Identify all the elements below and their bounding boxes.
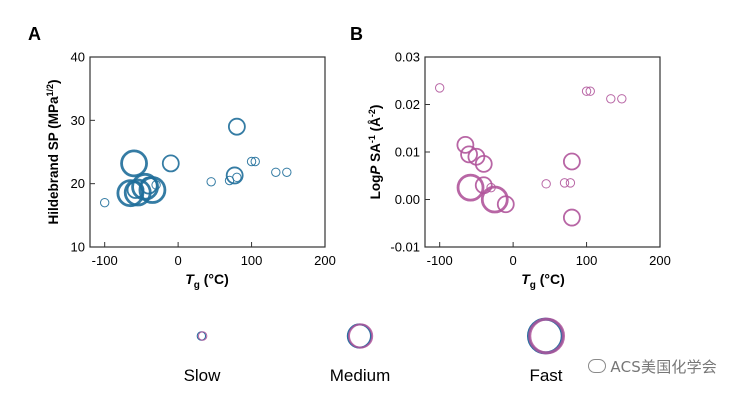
data-point-slow (206, 177, 216, 187)
data-point-medium (496, 195, 515, 214)
watermark-text: ACS美国化学会 (610, 358, 717, 376)
data-point-slow (617, 94, 627, 104)
data-point-medium (126, 181, 145, 199)
data-point-fast (456, 173, 485, 202)
data-point-slow (565, 178, 576, 188)
x-tick-label: 0 (510, 253, 517, 268)
watermark: ACS美国化学会 (588, 356, 717, 377)
x-tick-label: 200 (649, 253, 671, 268)
panel-b: B -100 0 100 200 -0.01 0.00 0.01 0.02 0.03 Tg (°… (350, 24, 671, 291)
panel-a-points (99, 117, 292, 208)
data-point-fast (480, 185, 509, 214)
x-tick-label: -100 (427, 253, 453, 268)
data-point-slow (250, 156, 260, 167)
panel-a-ticks: -100 0 100 200 10 20 30 40 (71, 50, 336, 269)
x-tick-label: 100 (576, 253, 598, 268)
y-tick-label: 0.00 (395, 192, 420, 207)
y-tick-label: -0.01 (390, 240, 420, 255)
legend: Slow Medium Fast (184, 317, 566, 385)
panel-a-label: A (28, 24, 41, 44)
legend-marker-fast-overlay (528, 317, 566, 355)
data-point-medium (456, 135, 475, 154)
panel-b-label: B (350, 24, 363, 44)
data-point-fast (138, 176, 167, 204)
data-point-medium (562, 152, 581, 171)
data-point-slow (581, 86, 592, 96)
y-tick-label: 0.01 (395, 145, 420, 160)
data-point-medium (562, 208, 581, 227)
y-tick-label: 0.03 (395, 50, 420, 65)
x-tick-label: 100 (241, 253, 263, 268)
data-point-slow (151, 180, 161, 190)
panel-a-axes-frame (89, 56, 326, 248)
y-tick-label: 10 (71, 240, 85, 255)
panel-b-points (434, 83, 627, 227)
data-point-slow (585, 86, 595, 96)
panel-b-x-axis-label: Tg (°C) (521, 271, 565, 291)
data-point-medium (227, 117, 246, 136)
data-point-slow (541, 179, 551, 189)
legend-marker-medium-overlay (348, 323, 374, 349)
data-point-slow (559, 178, 570, 188)
wechat-icon (588, 359, 607, 373)
x-tick-label: -100 (92, 253, 118, 268)
data-point-medium (225, 166, 244, 185)
legend-label-fast: Fast (529, 366, 562, 385)
data-point-medium (460, 145, 478, 164)
panel-a-x-axis-label: Tg (°C) (185, 271, 229, 291)
data-point-slow (232, 172, 242, 183)
legend-marker-slow-overlay (197, 331, 208, 341)
data-point-fast (120, 149, 148, 178)
data-point-slow (271, 167, 281, 177)
data-point-slow (606, 94, 616, 104)
legend-label-slow: Slow (184, 366, 222, 385)
legend-label-medium: Medium (330, 366, 390, 385)
data-point-slow (282, 167, 292, 177)
x-tick-label: 200 (314, 253, 336, 268)
data-point-slow (246, 156, 257, 167)
panel-b-y-axis-label: LogP SA-1 (Å-2) (367, 105, 383, 200)
y-tick-label: 30 (71, 113, 85, 128)
panel-b-ticks: -100 0 100 200 -0.01 0.00 0.01 0.02 0.03 (390, 50, 670, 269)
x-tick-label: 0 (175, 253, 182, 268)
data-point-slow (99, 197, 110, 208)
data-point-slow (434, 83, 445, 93)
panel-a: A -100 0 100 200 10 20 30 40 Tg (°C) Hildebrand… (28, 24, 336, 291)
y-tick-label: 20 (71, 176, 85, 191)
y-tick-label: 0.02 (395, 97, 420, 112)
data-point-medium (161, 154, 180, 173)
panel-a-y-axis-label: Hildebrand SP (MPa1/2) (45, 79, 61, 224)
data-point-medium (474, 154, 493, 173)
y-tick-label: 40 (71, 50, 85, 65)
